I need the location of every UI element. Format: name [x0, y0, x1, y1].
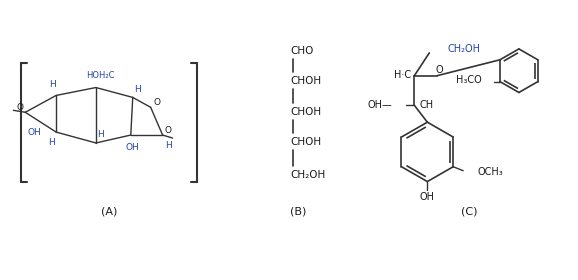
- Text: OH—: OH—: [368, 100, 392, 110]
- Text: H·C: H·C: [394, 70, 412, 80]
- Text: H: H: [98, 130, 104, 139]
- Text: O: O: [435, 65, 443, 75]
- Text: CH₂OH: CH₂OH: [447, 44, 480, 54]
- Text: O: O: [153, 98, 160, 107]
- Text: H: H: [48, 139, 54, 148]
- Text: CH: CH: [420, 100, 434, 110]
- Text: OH: OH: [420, 192, 435, 202]
- Text: CHOH: CHOH: [290, 107, 321, 117]
- Text: (B): (B): [290, 206, 306, 216]
- Text: H: H: [49, 80, 55, 89]
- Text: H₃CO: H₃CO: [456, 74, 482, 85]
- Text: HOH₂C: HOH₂C: [86, 71, 114, 80]
- Text: H: H: [165, 141, 172, 150]
- Text: CHOH: CHOH: [290, 76, 321, 86]
- Text: O: O: [164, 126, 171, 135]
- Text: OH: OH: [126, 143, 140, 152]
- Text: CHOH: CHOH: [290, 137, 321, 147]
- Text: H: H: [134, 85, 141, 94]
- Text: (A): (A): [101, 206, 117, 216]
- Text: OCH₃: OCH₃: [477, 167, 503, 177]
- Text: (C): (C): [461, 206, 477, 216]
- Text: CHO: CHO: [290, 46, 313, 56]
- Text: O: O: [17, 103, 24, 112]
- Text: CH₂OH: CH₂OH: [290, 170, 325, 180]
- Text: OH: OH: [27, 128, 41, 137]
